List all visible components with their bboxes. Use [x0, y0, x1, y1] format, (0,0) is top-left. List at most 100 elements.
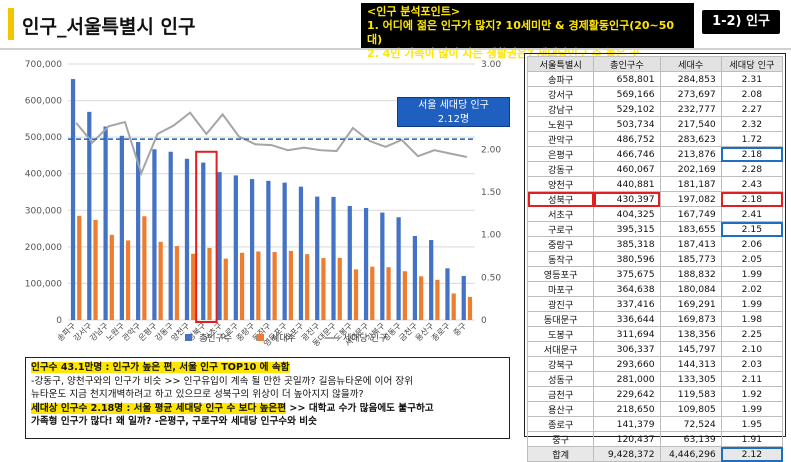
- cell-households: 197,082: [659, 191, 722, 207]
- cell-per-household: 2.05: [720, 251, 784, 267]
- bar-total-population: [201, 162, 206, 320]
- y-left-tick-label: 100,000: [25, 279, 62, 289]
- bar-total-population: [168, 151, 173, 320]
- cell-district: 강동구: [526, 161, 595, 177]
- cell-per-household: 1.98: [720, 311, 784, 327]
- bar-total-population: [70, 79, 76, 320]
- bar-total-population: [282, 182, 287, 320]
- cell-district: 구로구: [526, 221, 595, 237]
- y-right-tick-label: 0: [481, 316, 487, 326]
- table-row: 강남구 529,102 232,777 2.27: [526, 101, 784, 117]
- table-row: 동대문구 336,644 169,873 1.98: [526, 311, 784, 327]
- bar-total-population: [152, 149, 157, 320]
- cell-district: 광진구: [526, 296, 595, 312]
- bar-total-population: [298, 186, 304, 320]
- bar-households: [419, 276, 424, 320]
- bar-total-population: [249, 179, 255, 320]
- y-left-tick-label: 500,000: [25, 133, 62, 143]
- table-row: 송파구 658,801 284,853 2.31: [526, 71, 784, 87]
- bar-total-population: [363, 207, 369, 320]
- table-row: 중랑구 385,318 187,413 2.06: [526, 236, 784, 252]
- cell-population: 281,000: [593, 371, 661, 387]
- bar-total-population: [429, 240, 434, 320]
- bar-households: [386, 267, 391, 320]
- table-row: 도봉구 311,694 138,356 2.25: [526, 326, 784, 342]
- cell-per-household: 2.10: [720, 341, 784, 357]
- bar-total-population: [445, 268, 450, 320]
- cell-district: 관악구: [526, 131, 595, 147]
- x-tick-label: 종로구: [430, 321, 452, 343]
- bar-households: [451, 293, 456, 320]
- note-population-line2: -강동구, 양천구와의 인구가 비슷 >> 인구유입이 계속 될 만한 곳일까?…: [31, 375, 414, 387]
- cell-district: 영등포구: [526, 266, 595, 282]
- cell-per-household: 2.31: [720, 71, 784, 87]
- bar-households: [223, 258, 228, 320]
- bar-households: [174, 246, 180, 320]
- table-row: 강북구 293,660 144,313 2.03: [526, 356, 784, 372]
- table-row: 강동구 460,067 202,169 2.28: [526, 161, 784, 177]
- cell-households: 273,697: [659, 86, 722, 102]
- bar-households: [109, 234, 114, 320]
- cell-households: 72,524: [659, 416, 722, 432]
- bar-total-population: [136, 141, 141, 320]
- table-row: 서초구 404,325 167,749 2.41: [526, 206, 784, 222]
- cell-district: 용산구: [526, 401, 595, 417]
- cell-per-household: 2.41: [720, 206, 784, 222]
- cell-population: 218,650: [593, 401, 661, 417]
- data-table: 서울특별시 총인구수 세대수 세대당 인구 송파구 658,801 284,853 2…: [526, 56, 784, 462]
- bar-total-population: [233, 175, 238, 320]
- bar-households: [207, 247, 212, 320]
- cell-per-household: 2.18: [720, 191, 784, 207]
- bar-total-population: [315, 196, 320, 320]
- legend-swatch: [257, 334, 264, 341]
- section-tag: 1-2) 인구: [702, 10, 780, 34]
- table-row: 양천구 440,881 181,187 2.43: [526, 176, 784, 192]
- note-population-highlight: 인구수 43.1만명 : 인구가 높은 편, 서울 인구 TOP10 에 속함: [31, 362, 290, 373]
- total-per-household: 2.12: [720, 446, 784, 462]
- y-right-tick-label: 1.00: [481, 231, 501, 241]
- callout-value: 2.12명: [437, 114, 470, 125]
- cell-per-household: 2.11: [720, 371, 784, 387]
- y-left-tick-label: 400,000: [25, 170, 62, 180]
- cell-households: 185,773: [659, 251, 722, 267]
- y-left-tick-label: 200,000: [25, 243, 62, 253]
- table-row: 동작구 380,596 185,773 2.05: [526, 251, 784, 267]
- cell-population: 385,318: [593, 236, 661, 252]
- cell-households: 109,805: [659, 401, 722, 417]
- cell-per-household: 2.02: [720, 281, 784, 297]
- bar-households: [288, 250, 294, 320]
- bar-total-population: [87, 111, 92, 320]
- analysis-point-1: 1. 어디에 젊은 인구가 많지? 10세미만 & 경제활동인구(20~50대): [367, 19, 675, 46]
- cell-per-household: 2.15: [720, 221, 784, 237]
- cell-district: 중랑구: [526, 236, 595, 252]
- header-per-household: 세대당 인구: [720, 56, 784, 72]
- cell-population: 404,325: [593, 206, 661, 222]
- bar-total-population: [103, 126, 108, 320]
- cell-district: 도봉구: [526, 326, 595, 342]
- cell-population: 658,801: [593, 71, 661, 87]
- analysis-notes: 인구수 43.1만명 : 인구가 높은 편, 서울 인구 TOP10 에 속함 …: [25, 357, 510, 439]
- cell-population: 336,644: [593, 311, 661, 327]
- table-header-row: 서울특별시 총인구수 세대수 세대당 인구: [526, 56, 784, 72]
- note-household-highlight: 세대상 인구수 2.18명 : 서울 평균 세대당 인구 수 보다 높은편: [31, 402, 287, 414]
- cell-per-household: 1.99: [720, 296, 784, 312]
- seoul-average-callout: 서울 세대당 인구 2.12명: [397, 97, 510, 127]
- table-row: 종로구 141,379 72,524 1.95: [526, 416, 784, 432]
- bar-households: [93, 219, 98, 320]
- cell-population: 569,166: [593, 86, 661, 102]
- table-row: 은평구 466,746 213,876 2.18: [526, 146, 784, 162]
- table-row: 성북구 430,397 197,082 2.18: [526, 191, 784, 207]
- cell-population: 375,675: [593, 266, 661, 282]
- legend-label: 세대수: [271, 333, 296, 344]
- cell-households: 133,305: [659, 371, 722, 387]
- bar-households: [353, 269, 359, 320]
- bar-total-population: [184, 158, 190, 320]
- cell-district: 강남구: [526, 101, 595, 117]
- cell-per-household: 2.06: [720, 236, 784, 252]
- table-total-row: 합계 9,428,372 4,446,296 2.12: [526, 446, 784, 462]
- bar-households: [321, 258, 326, 320]
- cell-households: 183,655: [659, 221, 722, 237]
- cell-households: 138,356: [659, 326, 722, 342]
- total-population: 9,428,372: [593, 446, 661, 462]
- cell-households: 232,777: [659, 101, 722, 117]
